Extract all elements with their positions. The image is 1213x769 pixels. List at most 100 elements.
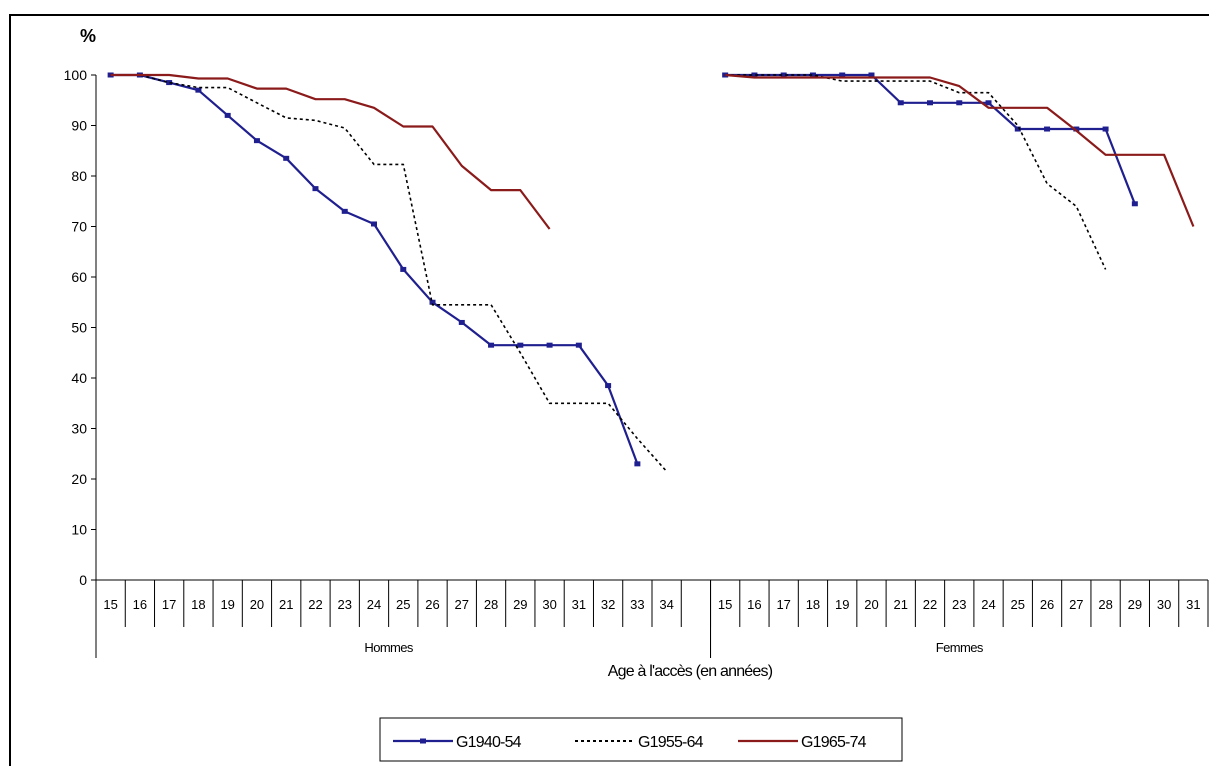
data-point-marker bbox=[166, 80, 173, 86]
data-point-marker bbox=[575, 342, 582, 348]
series-line-G1955-64 bbox=[725, 74, 1107, 270]
y-tick-label: 30 bbox=[71, 421, 87, 437]
data-point-marker bbox=[517, 342, 524, 348]
data-point-marker bbox=[1131, 201, 1138, 207]
series-line-G1940-54 bbox=[725, 73, 1136, 205]
data-point-marker bbox=[780, 72, 787, 78]
y-tick-label: 60 bbox=[71, 269, 87, 285]
x-tick-label: 33 bbox=[630, 597, 644, 612]
data-point-marker bbox=[897, 100, 904, 106]
data-point-marker bbox=[839, 72, 846, 78]
series-line-G1965-74 bbox=[110, 73, 551, 230]
y-tick-label: 50 bbox=[71, 320, 87, 336]
x-axis-title: Age à l'accès (en années) bbox=[608, 663, 773, 680]
data-point-marker bbox=[546, 342, 553, 348]
data-point-marker bbox=[400, 266, 407, 272]
legend-label: G1965-74 bbox=[801, 734, 867, 751]
y-tick-label: 40 bbox=[71, 370, 87, 386]
x-tick-label: 23 bbox=[952, 597, 966, 612]
x-tick-label: 28 bbox=[484, 597, 498, 612]
y-tick-label: 10 bbox=[71, 522, 87, 538]
x-tick-label: 32 bbox=[601, 597, 615, 612]
x-tick-label: 20 bbox=[250, 597, 264, 612]
y-tick-label: 100 bbox=[64, 67, 88, 83]
y-axis-label: % bbox=[80, 26, 96, 46]
x-tick-label: 18 bbox=[806, 597, 820, 612]
series-line-G1940-54 bbox=[110, 73, 639, 465]
legend-label: G1940-54 bbox=[456, 734, 522, 751]
data-point-marker bbox=[751, 72, 758, 78]
x-group-label: Femmes bbox=[936, 640, 984, 655]
data-point-marker bbox=[429, 299, 436, 305]
data-point-marker bbox=[224, 112, 231, 118]
series-line-G1955-64 bbox=[110, 74, 668, 472]
x-tick-label: 21 bbox=[894, 597, 908, 612]
data-point-marker bbox=[341, 208, 348, 214]
y-tick-label: 90 bbox=[71, 118, 87, 134]
x-tick-label: 34 bbox=[659, 597, 673, 612]
x-tick-label: 28 bbox=[1098, 597, 1112, 612]
x-tick-label: 17 bbox=[776, 597, 790, 612]
data-point-marker bbox=[634, 461, 641, 467]
data-point-marker bbox=[956, 100, 963, 106]
x-tick-label: 27 bbox=[1069, 597, 1083, 612]
x-tick-label: 26 bbox=[425, 597, 439, 612]
data-point-marker bbox=[868, 72, 875, 78]
legend: G1940-54 G1955-64 G1965-74 bbox=[379, 717, 903, 762]
x-tick-label: 24 bbox=[367, 597, 381, 612]
x-tick-label: 27 bbox=[455, 597, 469, 612]
legend-marker bbox=[420, 738, 426, 744]
data-point-marker bbox=[458, 319, 465, 325]
y-tick-label: 70 bbox=[71, 219, 87, 235]
x-tick-label: 31 bbox=[1186, 597, 1200, 612]
y-tick-label: 20 bbox=[71, 471, 87, 487]
data-point-marker bbox=[809, 72, 816, 78]
x-tick-label: 16 bbox=[747, 597, 761, 612]
x-tick-label: 29 bbox=[1128, 597, 1142, 612]
x-tick-label: 30 bbox=[542, 597, 556, 612]
x-tick-label: 31 bbox=[572, 597, 586, 612]
data-point-marker bbox=[722, 72, 729, 78]
y-tick-label: 80 bbox=[71, 168, 87, 184]
x-tick-label: 25 bbox=[1011, 597, 1025, 612]
x-tick-label: 19 bbox=[835, 597, 849, 612]
data-point-marker bbox=[312, 186, 319, 192]
data-point-marker bbox=[1102, 126, 1109, 132]
x-tick-label: 23 bbox=[338, 597, 352, 612]
x-tick-label: 29 bbox=[513, 597, 527, 612]
x-tick-label: 25 bbox=[396, 597, 410, 612]
data-point-marker bbox=[1044, 126, 1051, 132]
x-tick-label: 24 bbox=[981, 597, 995, 612]
x-tick-label: 16 bbox=[133, 597, 147, 612]
data-point-marker bbox=[1014, 126, 1021, 132]
x-tick-label: 15 bbox=[103, 597, 117, 612]
x-tick-label: 22 bbox=[308, 597, 322, 612]
data-point-marker bbox=[283, 155, 290, 161]
chart-frame bbox=[9, 14, 1209, 766]
legend-label: G1955-64 bbox=[638, 734, 704, 751]
x-tick-label: 15 bbox=[718, 597, 732, 612]
data-point-marker bbox=[1073, 126, 1080, 132]
data-point-marker bbox=[195, 87, 202, 93]
x-group-label: Hommes bbox=[364, 640, 414, 655]
x-axis: 15 16 17 18 19 20 21 22 23 24 25 26 27 28 29 30 31 32 33 34… bbox=[95, 579, 1209, 658]
x-tick-label: 22 bbox=[923, 597, 937, 612]
x-tick-label: 20 bbox=[864, 597, 878, 612]
y-axis: 0 10 20 30 40 50 60 70 80 90 100 bbox=[64, 67, 97, 588]
x-tick-label: 17 bbox=[162, 597, 176, 612]
x-tick-label: 19 bbox=[220, 597, 234, 612]
x-tick-label: 26 bbox=[1040, 597, 1054, 612]
x-tick-label: 30 bbox=[1157, 597, 1171, 612]
x-tick-label: 21 bbox=[279, 597, 293, 612]
series-lines bbox=[107, 72, 1195, 472]
data-point-marker bbox=[253, 138, 260, 144]
data-point-marker bbox=[371, 221, 377, 227]
y-tick-label: 0 bbox=[79, 572, 87, 588]
data-point-marker bbox=[488, 342, 495, 348]
legend-box bbox=[379, 717, 903, 762]
data-point-marker bbox=[985, 100, 992, 106]
data-point-marker bbox=[605, 383, 612, 389]
series-line-G1965-74 bbox=[725, 73, 1195, 227]
data-point-marker bbox=[927, 100, 933, 106]
